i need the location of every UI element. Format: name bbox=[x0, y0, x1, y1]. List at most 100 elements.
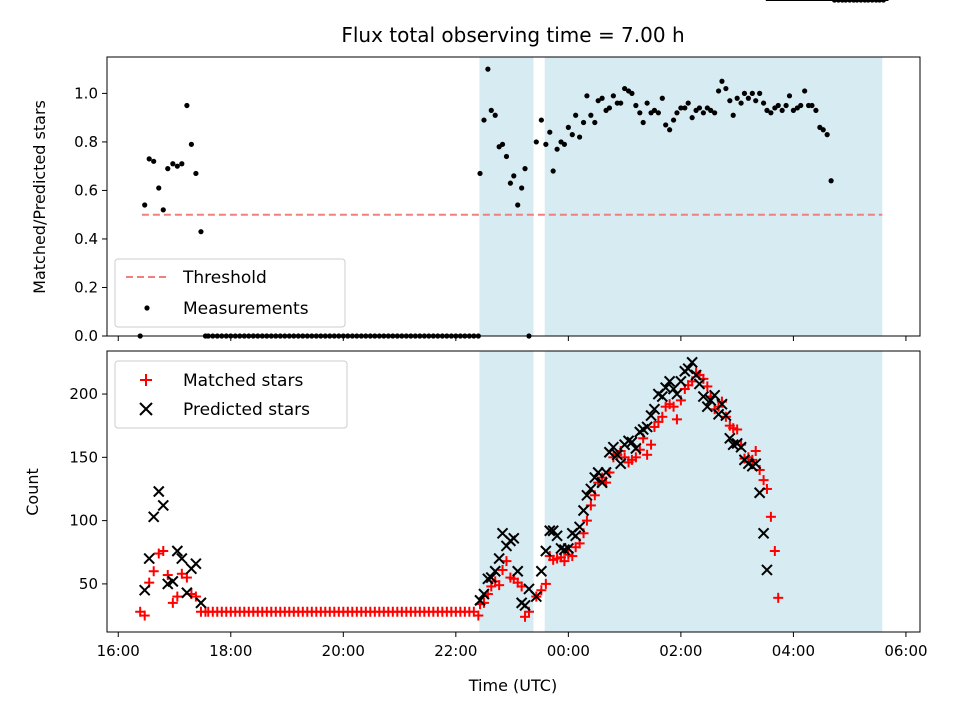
measurement-point bbox=[727, 98, 733, 104]
matched-star-point bbox=[181, 572, 192, 583]
predicted-star-point bbox=[551, 530, 563, 542]
measurement-point bbox=[554, 146, 560, 152]
matched-star-point bbox=[162, 570, 173, 581]
chart-title: Flux total observing time = 7.00 h bbox=[341, 23, 684, 47]
measurement-point bbox=[820, 127, 826, 133]
measurement-point bbox=[798, 102, 804, 109]
top-axes-frame bbox=[106, 56, 921, 337]
measurement-point bbox=[655, 110, 661, 116]
predicted-star-point bbox=[663, 375, 676, 388]
matched-star-point bbox=[657, 411, 668, 422]
x-tick-label: 22:00 bbox=[434, 642, 477, 660]
predicted-star-point bbox=[761, 564, 773, 576]
bottom-axis-ticks: 16:00 18:00 20:00 22:00 00:00 02:00 04:00 06:00… bbox=[69, 385, 927, 660]
measurement-point bbox=[151, 158, 157, 164]
y-tick-label: 150 bbox=[69, 448, 98, 466]
legend-matched-label: Matched stars bbox=[183, 371, 303, 391]
predicted-star-point bbox=[645, 409, 657, 422]
matched-star-point bbox=[176, 568, 187, 579]
bottom-panel-axes: 16:00 18:00 20:00 22:00 00:00 02:00 04:00 06:00… bbox=[23, 0, 928, 695]
matched-star-point bbox=[668, 401, 679, 412]
measurement-point bbox=[674, 110, 680, 116]
measurement-point bbox=[809, 102, 815, 109]
matched-stars-series bbox=[135, 0, 889, 622]
measurement-point bbox=[637, 110, 643, 116]
measurement-point bbox=[595, 98, 601, 104]
measurement-point bbox=[738, 100, 744, 106]
measurement-point bbox=[550, 168, 556, 174]
measurement-point bbox=[802, 88, 808, 94]
shaded-region-2 bbox=[544, 57, 883, 336]
measurement-point bbox=[700, 110, 706, 116]
predicted-star-point bbox=[727, 438, 739, 451]
predicted-star-point bbox=[581, 489, 593, 502]
measurement-point bbox=[824, 132, 830, 138]
predicted-star-point bbox=[656, 390, 669, 403]
predicted-star-point bbox=[535, 565, 548, 577]
predicted-star-point bbox=[519, 599, 531, 612]
top-axis-ticks: 0.0 0.2 0.4 0.6 0.8 1.0 bbox=[74, 84, 907, 345]
measurement-point bbox=[146, 156, 152, 162]
matched-star-point bbox=[630, 452, 641, 463]
measurement-point bbox=[783, 102, 789, 109]
y-tick-label: 0.8 bbox=[74, 133, 98, 151]
top-y-axis-label: Matched/Predicted stars bbox=[30, 100, 49, 294]
measurement-point bbox=[588, 112, 594, 118]
predicted-star-point bbox=[750, 457, 762, 470]
matched-star-point bbox=[139, 610, 150, 621]
matched-star-point bbox=[520, 611, 531, 622]
measurement-point bbox=[198, 229, 204, 235]
measurement-point bbox=[629, 90, 635, 96]
measurement-point bbox=[779, 107, 785, 113]
measurement-point bbox=[775, 102, 781, 109]
matched-star-point bbox=[769, 545, 780, 556]
y-tick-label: 1.0 bbox=[74, 84, 98, 102]
predicted-star-point bbox=[171, 545, 184, 557]
measurement-point bbox=[543, 141, 549, 147]
matched-star-point bbox=[167, 597, 178, 608]
predicted-star-point bbox=[596, 476, 608, 489]
predicted-star-point bbox=[585, 483, 597, 495]
measurement-point bbox=[685, 100, 691, 106]
x-tick-label: 06:00 bbox=[884, 642, 927, 660]
measurement-point bbox=[499, 141, 506, 147]
predicted-star-point bbox=[493, 552, 505, 565]
measurement-point bbox=[188, 141, 194, 147]
predicted-star-point bbox=[190, 557, 202, 570]
measurement-point bbox=[522, 166, 528, 172]
measurement-point bbox=[573, 112, 579, 118]
measurement-point bbox=[519, 185, 525, 191]
measurement-point bbox=[828, 178, 834, 184]
x-tick-label: 02:00 bbox=[659, 642, 702, 660]
predicted-star-point bbox=[147, 511, 160, 523]
measurement-point bbox=[723, 85, 729, 92]
measurement-point bbox=[610, 93, 616, 99]
matched-star-point bbox=[559, 556, 570, 567]
matched-star-point bbox=[148, 566, 159, 577]
y-tick-label: 0.6 bbox=[74, 181, 98, 199]
predicted-star-point bbox=[573, 521, 586, 533]
matched-star-point bbox=[646, 439, 657, 450]
bottom-legend: Matched stars Predicted stars bbox=[114, 360, 348, 429]
measurement-point bbox=[640, 119, 646, 126]
predicted-star-point bbox=[607, 441, 620, 453]
predicted-stars-series bbox=[138, 0, 889, 612]
measurement-point bbox=[768, 110, 774, 116]
matched-star-point bbox=[758, 475, 769, 486]
matched-star-point bbox=[516, 581, 527, 592]
measurement-point bbox=[741, 90, 748, 96]
matched-star-point bbox=[540, 578, 551, 589]
measurement-point bbox=[712, 110, 718, 116]
predicted-star-point bbox=[577, 504, 590, 517]
measurement-point bbox=[599, 95, 605, 101]
matched-star-point bbox=[649, 421, 660, 432]
measurement-point bbox=[533, 139, 539, 145]
x-axis-label: Time (UTC) bbox=[468, 676, 557, 695]
measurement-point bbox=[156, 185, 162, 191]
x-tick-label: 16:00 bbox=[97, 642, 140, 660]
predicted-star-point bbox=[630, 442, 642, 455]
predicted-star-point bbox=[195, 597, 207, 609]
predicted-star-point bbox=[478, 588, 490, 600]
predicted-star-point bbox=[716, 398, 728, 410]
